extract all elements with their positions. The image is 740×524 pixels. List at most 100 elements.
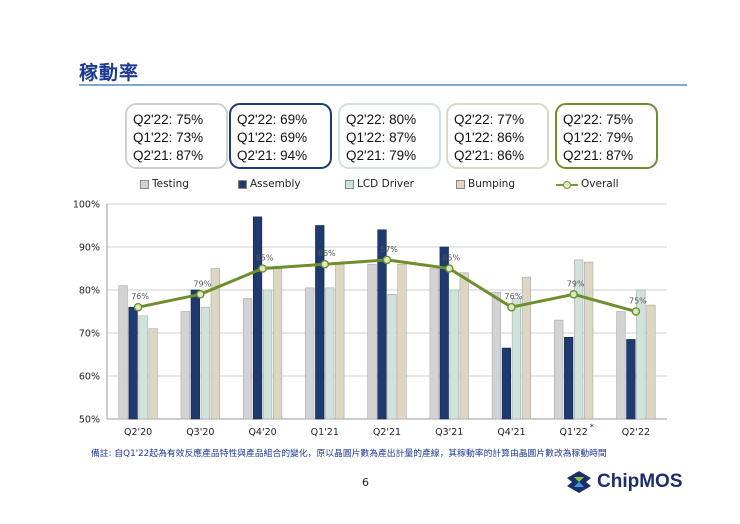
legend-item: Testing [140,178,189,190]
bar-bumping [148,328,158,420]
stat-line: Q2'22: 80% [346,112,417,127]
stat-line: Q2'21: 79% [346,148,417,163]
page-number: 6 [362,476,369,489]
bar-bumping [210,268,220,420]
legend-swatch [140,179,149,189]
x-tick-label: Q1'22 [560,427,588,438]
bar-bumping [646,304,656,420]
stat-line: Q2'21: 87% [133,148,204,163]
bar-assembly [128,306,138,420]
x-tick-label: Q2'22 [622,427,650,438]
bar-lcd-driver [574,259,584,420]
legend-item: Overall [556,178,619,190]
stat-line: Q1'22: 73% [133,130,204,145]
overall-point [133,302,143,312]
bar-lcd-driver [511,298,522,420]
bar-bumping [459,272,469,420]
bar-testing [491,291,502,420]
y-tick-label: 90% [79,243,100,254]
bar-lcd-driver [636,289,646,420]
stat-box-5: Q2'22: 75% Q1'22: 79% Q2'21: 87% [555,103,658,169]
chipmos-logo-icon [567,471,591,493]
bar-assembly [252,216,263,420]
chart-legend: Testing Assembly LCD Driver Bumping Overall [0,178,740,194]
bar-testing [554,319,564,420]
y-tick-label: 70% [79,329,100,340]
stat-line: Q1'22: 87% [346,130,417,145]
stat-line: Q1'22: 69% [237,130,308,145]
overall-point [507,302,516,312]
legend-swatch [345,179,354,189]
bar-assembly [564,336,574,420]
overall-data-label: 75% [629,297,647,306]
legend-label: Overall [581,178,619,190]
bar-assembly [377,229,387,420]
overall-data-label: 76% [131,292,149,301]
x-tick-label: Q1'21 [311,427,339,438]
bar-lcd-driver [387,293,397,420]
overall-point [631,307,641,316]
stat-box-3: Q2'22: 80% Q1'22: 87% Q2'21: 79% [338,103,441,169]
bar-bumping [521,276,532,420]
bar-testing [367,263,377,420]
legend-swatch [456,179,465,189]
bar-testing [616,311,626,420]
footnote: 備註: 自Q1'22起為有效反應產品特性與產品組合的變化，原以晶圓片數為產出計量… [91,449,607,459]
stat-line: Q2'21: 94% [237,148,308,163]
legend-line-swatch [556,180,578,189]
overall-data-label: 76% [505,292,523,301]
bar-assembly [439,246,449,420]
bar-bumping [272,268,283,420]
title-divider [79,84,687,86]
bar-assembly [501,347,512,420]
logo-text: ChipMOS [597,471,683,492]
overall-point [320,259,330,269]
legend-label: Bumping [468,178,515,190]
stat-line: Q2'22: 69% [237,112,308,127]
bar-lcd-driver [449,289,459,420]
legend-label: Testing [152,178,189,190]
x-tick-label: Q4'20 [248,427,276,438]
legend-item: Bumping [456,178,515,190]
bar-assembly [315,225,325,420]
y-tick-label: 100% [73,200,100,211]
overall-data-label: 85% [256,254,274,263]
bar-testing [242,298,253,420]
y-tick-label: 50% [79,415,100,426]
x-tick-label: Q3'21 [435,427,463,438]
x-tick-label: Q3'20 [186,427,214,438]
bar-lcd-driver [138,315,148,420]
stat-line: Q2'22: 75% [563,112,634,127]
legend-swatch [238,179,247,189]
bar-bumping [397,263,407,420]
legend-item: LCD Driver [345,178,414,190]
stat-line: Q1'22: 86% [454,130,525,145]
stat-box-2: Q2'22: 69% Q1'22: 69% Q2'21: 94% [229,103,332,169]
overall-data-label: 79% [193,279,211,288]
overall-data-label: 79% [567,279,585,288]
legend-label: Assembly [250,178,301,190]
bar-lcd-driver [200,306,210,420]
page-title: 稼動率 [79,62,140,84]
stat-box-1: Q2'22: 75% Q1'22: 73% Q2'21: 87% [125,103,228,169]
bar-lcd-driver [325,287,335,420]
legend-item: Assembly [238,178,301,190]
stat-line: Q1'22: 79% [563,130,634,145]
bar-testing [429,268,439,420]
x-tick-label: Q4'21 [497,427,525,438]
overall-point [444,264,454,273]
overall-point [382,255,392,265]
overall-point [196,289,205,299]
bar-testing [118,285,128,420]
y-tick-label: 80% [79,286,100,297]
x-tick-label: Q2'21 [373,427,401,438]
x-tick-label: Q2'20 [124,427,152,438]
bar-bumping [335,263,345,420]
bar-bumping [584,261,594,420]
bar-testing [305,287,315,420]
overall-data-label: 87% [380,245,398,254]
stat-box-4: Q2'22: 77% Q1'22: 86% Q2'21: 86% [446,103,549,169]
bar-assembly [626,339,636,420]
bar-testing [180,311,190,420]
